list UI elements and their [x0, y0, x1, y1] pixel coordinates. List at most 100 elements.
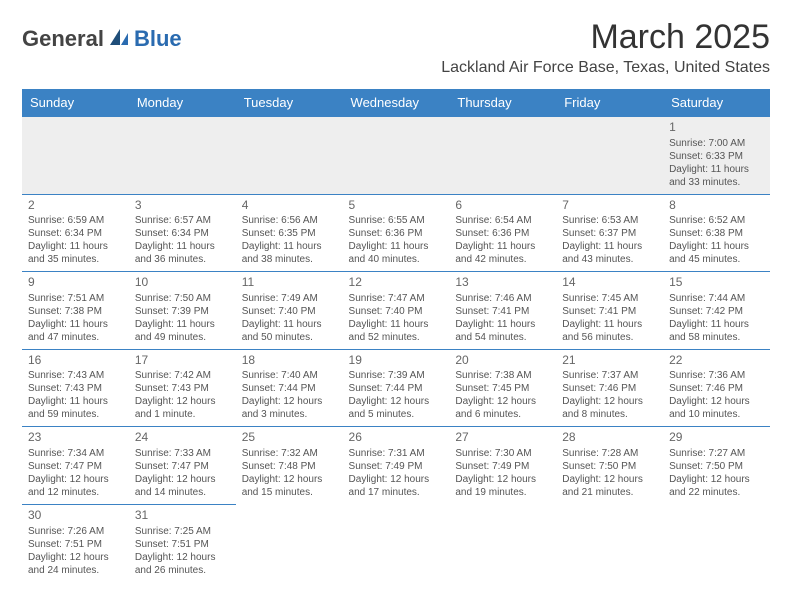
day-header: Saturday: [663, 89, 770, 117]
calendar-day: 31Sunrise: 7:25 AMSunset: 7:51 PMDayligh…: [129, 504, 236, 581]
daylight-text: Daylight: 11 hours and 59 minutes.: [28, 395, 123, 421]
sail-icon: [108, 27, 132, 52]
day-header: Sunday: [22, 89, 129, 117]
calendar-day: 26Sunrise: 7:31 AMSunset: 7:49 PMDayligh…: [343, 427, 450, 505]
sunset-text: Sunset: 7:51 PM: [28, 538, 123, 551]
sunrise-text: Sunrise: 7:34 AM: [28, 447, 123, 460]
sunrise-text: Sunrise: 7:42 AM: [135, 369, 230, 382]
calendar-day: 30Sunrise: 7:26 AMSunset: 7:51 PMDayligh…: [22, 504, 129, 581]
sunset-text: Sunset: 7:40 PM: [242, 305, 337, 318]
daylight-text: Daylight: 11 hours and 54 minutes.: [455, 318, 550, 344]
sunset-text: Sunset: 7:50 PM: [562, 460, 657, 473]
sunrise-text: Sunrise: 7:38 AM: [455, 369, 550, 382]
day-number: 1: [669, 120, 764, 136]
sunrise-text: Sunrise: 7:49 AM: [242, 292, 337, 305]
daylight-text: Daylight: 11 hours and 40 minutes.: [349, 240, 444, 266]
calendar-empty: [449, 117, 556, 195]
calendar-day: 14Sunrise: 7:45 AMSunset: 7:41 PMDayligh…: [556, 272, 663, 350]
day-number: 3: [135, 198, 230, 214]
day-number: 4: [242, 198, 337, 214]
day-number: 30: [28, 508, 123, 524]
sunset-text: Sunset: 6:34 PM: [28, 227, 123, 240]
sunrise-text: Sunrise: 7:50 AM: [135, 292, 230, 305]
calendar-week: 2Sunrise: 6:59 AMSunset: 6:34 PMDaylight…: [22, 194, 770, 272]
daylight-text: Daylight: 11 hours and 45 minutes.: [669, 240, 764, 266]
sunset-text: Sunset: 7:41 PM: [455, 305, 550, 318]
sunrise-text: Sunrise: 7:36 AM: [669, 369, 764, 382]
calendar-empty: [556, 117, 663, 195]
daylight-text: Daylight: 11 hours and 58 minutes.: [669, 318, 764, 344]
calendar-day: 15Sunrise: 7:44 AMSunset: 7:42 PMDayligh…: [663, 272, 770, 350]
daylight-text: Daylight: 12 hours and 1 minute.: [135, 395, 230, 421]
sunrise-text: Sunrise: 6:54 AM: [455, 214, 550, 227]
day-number: 28: [562, 430, 657, 446]
day-number: 11: [242, 275, 337, 291]
sunrise-text: Sunrise: 6:56 AM: [242, 214, 337, 227]
day-number: 7: [562, 198, 657, 214]
day-number: 17: [135, 353, 230, 369]
daylight-text: Daylight: 11 hours and 50 minutes.: [242, 318, 337, 344]
sunset-text: Sunset: 6:35 PM: [242, 227, 337, 240]
sunset-text: Sunset: 7:46 PM: [669, 382, 764, 395]
daylight-text: Daylight: 12 hours and 22 minutes.: [669, 473, 764, 499]
day-number: 9: [28, 275, 123, 291]
day-header: Thursday: [449, 89, 556, 117]
sunset-text: Sunset: 7:43 PM: [28, 382, 123, 395]
day-number: 20: [455, 353, 550, 369]
day-number: 21: [562, 353, 657, 369]
daylight-text: Daylight: 12 hours and 14 minutes.: [135, 473, 230, 499]
day-number: 23: [28, 430, 123, 446]
sunrise-text: Sunrise: 6:57 AM: [135, 214, 230, 227]
sunset-text: Sunset: 6:34 PM: [135, 227, 230, 240]
calendar-day: 18Sunrise: 7:40 AMSunset: 7:44 PMDayligh…: [236, 349, 343, 427]
calendar-empty: [22, 117, 129, 195]
calendar-empty: [663, 504, 770, 581]
daylight-text: Daylight: 11 hours and 35 minutes.: [28, 240, 123, 266]
day-number: 16: [28, 353, 123, 369]
daylight-text: Daylight: 11 hours and 36 minutes.: [135, 240, 230, 266]
daylight-text: Daylight: 11 hours and 43 minutes.: [562, 240, 657, 266]
day-header: Monday: [129, 89, 236, 117]
sunrise-text: Sunrise: 7:43 AM: [28, 369, 123, 382]
daylight-text: Daylight: 12 hours and 10 minutes.: [669, 395, 764, 421]
calendar-day: 17Sunrise: 7:42 AMSunset: 7:43 PMDayligh…: [129, 349, 236, 427]
sunrise-text: Sunrise: 6:55 AM: [349, 214, 444, 227]
sunset-text: Sunset: 7:49 PM: [349, 460, 444, 473]
calendar-day: 8Sunrise: 6:52 AMSunset: 6:38 PMDaylight…: [663, 194, 770, 272]
daylight-text: Daylight: 11 hours and 47 minutes.: [28, 318, 123, 344]
calendar-header-row: SundayMondayTuesdayWednesdayThursdayFrid…: [22, 89, 770, 117]
calendar-day: 9Sunrise: 7:51 AMSunset: 7:38 PMDaylight…: [22, 272, 129, 350]
sunrise-text: Sunrise: 7:39 AM: [349, 369, 444, 382]
calendar-day: 23Sunrise: 7:34 AMSunset: 7:47 PMDayligh…: [22, 427, 129, 505]
day-number: 31: [135, 508, 230, 524]
day-number: 26: [349, 430, 444, 446]
daylight-text: Daylight: 12 hours and 21 minutes.: [562, 473, 657, 499]
calendar-day: 24Sunrise: 7:33 AMSunset: 7:47 PMDayligh…: [129, 427, 236, 505]
calendar-day: 5Sunrise: 6:55 AMSunset: 6:36 PMDaylight…: [343, 194, 450, 272]
sunset-text: Sunset: 7:48 PM: [242, 460, 337, 473]
calendar-empty: [236, 504, 343, 581]
daylight-text: Daylight: 12 hours and 12 minutes.: [28, 473, 123, 499]
day-header: Friday: [556, 89, 663, 117]
sunset-text: Sunset: 6:38 PM: [669, 227, 764, 240]
day-number: 25: [242, 430, 337, 446]
calendar-day: 4Sunrise: 6:56 AMSunset: 6:35 PMDaylight…: [236, 194, 343, 272]
day-number: 15: [669, 275, 764, 291]
daylight-text: Daylight: 12 hours and 19 minutes.: [455, 473, 550, 499]
month-title: March 2025: [441, 18, 770, 57]
day-number: 12: [349, 275, 444, 291]
daylight-text: Daylight: 12 hours and 24 minutes.: [28, 551, 123, 577]
sunset-text: Sunset: 7:47 PM: [135, 460, 230, 473]
day-header: Tuesday: [236, 89, 343, 117]
location: Lackland Air Force Base, Texas, United S…: [441, 59, 770, 77]
sunset-text: Sunset: 7:42 PM: [669, 305, 764, 318]
daylight-text: Daylight: 11 hours and 38 minutes.: [242, 240, 337, 266]
calendar-day: 16Sunrise: 7:43 AMSunset: 7:43 PMDayligh…: [22, 349, 129, 427]
sunset-text: Sunset: 7:38 PM: [28, 305, 123, 318]
sunrise-text: Sunrise: 7:28 AM: [562, 447, 657, 460]
sunset-text: Sunset: 7:49 PM: [455, 460, 550, 473]
calendar-body: 1Sunrise: 7:00 AMSunset: 6:33 PMDaylight…: [22, 117, 770, 582]
calendar-day: 1Sunrise: 7:00 AMSunset: 6:33 PMDaylight…: [663, 117, 770, 195]
sunrise-text: Sunrise: 7:32 AM: [242, 447, 337, 460]
calendar-empty: [556, 504, 663, 581]
